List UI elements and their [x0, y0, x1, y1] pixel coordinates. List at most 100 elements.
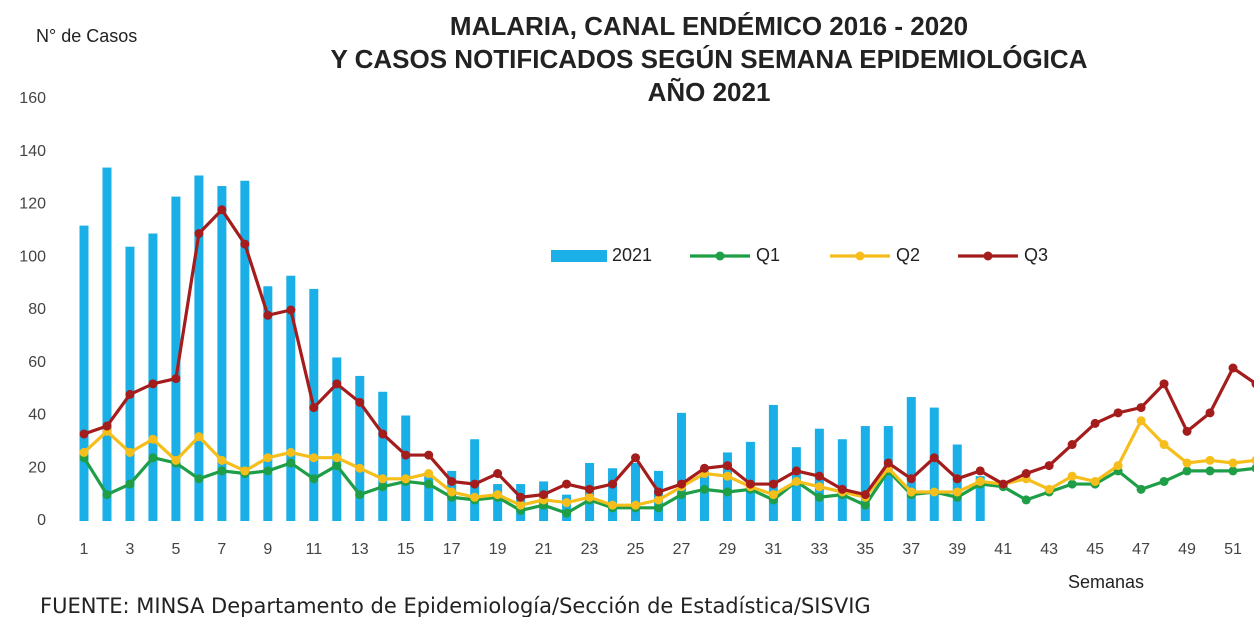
marker — [217, 205, 227, 215]
bar — [355, 375, 365, 521]
marker — [263, 453, 273, 463]
marker — [1136, 403, 1146, 413]
x-tick-label: 7 — [217, 541, 226, 558]
marker — [1044, 484, 1054, 494]
marker — [814, 492, 824, 502]
x-tick-label: 43 — [1040, 541, 1058, 558]
bar — [286, 275, 296, 521]
x-tick-label: 15 — [397, 541, 415, 558]
marker — [148, 379, 158, 389]
x-axis-label: Semanas — [1068, 572, 1144, 592]
marker — [332, 453, 342, 463]
bar — [860, 426, 870, 521]
legend-swatch — [855, 251, 865, 261]
marker — [814, 482, 824, 492]
marker — [194, 229, 204, 239]
bar — [906, 397, 916, 521]
bar — [79, 225, 89, 521]
bar — [240, 180, 250, 521]
x-tick-label: 27 — [673, 541, 691, 558]
marker — [1090, 476, 1100, 486]
marker — [975, 466, 985, 476]
legend-swatch — [715, 251, 725, 261]
bar — [332, 357, 342, 521]
marker — [470, 492, 480, 502]
marker — [654, 495, 663, 505]
marker — [722, 471, 732, 481]
marker — [562, 479, 572, 489]
y-tick-label: 160 — [19, 90, 46, 107]
marker — [1113, 461, 1123, 471]
marker — [332, 379, 342, 389]
marker — [424, 450, 434, 460]
x-tick-label: 25 — [627, 541, 645, 558]
marker — [975, 476, 985, 486]
legend-swatch — [551, 250, 607, 262]
marker — [722, 461, 732, 471]
marker — [1136, 416, 1146, 426]
marker — [148, 453, 158, 463]
x-tick-label: 47 — [1132, 541, 1150, 558]
bar — [263, 286, 273, 521]
marker — [608, 500, 618, 510]
marker — [378, 429, 388, 439]
marker — [631, 453, 641, 463]
legend-swatch — [983, 251, 993, 261]
bar — [493, 484, 503, 521]
marker — [401, 474, 411, 484]
x-tick-label: 45 — [1086, 541, 1104, 558]
marker — [194, 432, 204, 442]
marker — [883, 458, 893, 468]
x-tick-label: 49 — [1178, 541, 1196, 558]
bar — [929, 407, 939, 521]
y-tick-label: 20 — [28, 459, 46, 476]
marker — [654, 487, 663, 497]
marker — [585, 484, 595, 494]
marker — [470, 479, 480, 489]
legend-label: Q1 — [756, 245, 780, 265]
marker — [148, 434, 158, 444]
marker — [240, 239, 250, 249]
bar — [676, 412, 686, 521]
bar — [125, 246, 135, 521]
y-tick-label: 40 — [28, 407, 46, 424]
bar — [171, 196, 181, 521]
marker — [585, 492, 595, 502]
marker — [1136, 484, 1146, 494]
marker — [286, 305, 296, 315]
chart-title: AÑO 2021 — [648, 77, 771, 107]
marker — [1251, 379, 1254, 388]
marker — [654, 503, 663, 513]
marker — [493, 490, 503, 500]
bar — [102, 167, 112, 521]
marker — [1205, 408, 1215, 418]
y-tick-label: 0 — [37, 512, 46, 529]
marker — [952, 474, 962, 484]
marker — [562, 508, 572, 518]
marker — [378, 482, 388, 492]
marker — [1090, 418, 1100, 428]
x-tick-label: 9 — [263, 541, 272, 558]
bar — [722, 452, 732, 521]
marker — [562, 498, 572, 508]
bar — [401, 415, 411, 521]
marker — [814, 471, 824, 481]
marker — [1205, 466, 1215, 476]
marker — [309, 403, 319, 413]
x-tick-label: 41 — [994, 541, 1012, 558]
marker — [309, 474, 319, 484]
x-tick-label: 23 — [581, 541, 599, 558]
marker — [1205, 455, 1215, 465]
marker — [79, 447, 89, 457]
x-tick-label: 51 — [1224, 541, 1242, 558]
bar — [148, 233, 158, 521]
marker — [79, 429, 89, 439]
marker — [791, 476, 801, 486]
marker — [1159, 440, 1169, 450]
marker — [240, 466, 250, 476]
marker — [676, 479, 686, 489]
marker — [1021, 495, 1031, 505]
x-tick-label: 39 — [948, 541, 966, 558]
marker — [608, 479, 618, 489]
marker — [860, 490, 870, 500]
